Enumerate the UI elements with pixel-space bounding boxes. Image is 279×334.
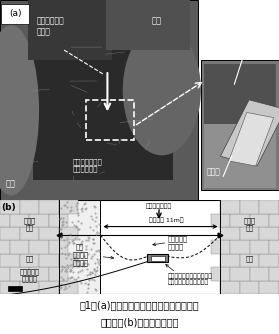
Text: (a): (a)	[9, 9, 21, 17]
Bar	[29, 267, 49, 281]
Text: 河道（幞 11m）: 河道（幞 11m）	[149, 217, 183, 223]
Bar	[20, 281, 39, 294]
Ellipse shape	[123, 25, 201, 155]
Bar	[20, 200, 39, 214]
Bar	[230, 240, 250, 254]
Bar	[220, 200, 279, 294]
Bar	[211, 240, 230, 254]
Bar	[147, 255, 168, 262]
Bar	[204, 118, 276, 188]
Bar	[39, 254, 59, 267]
Bar	[211, 267, 230, 281]
Text: センサー
ケーブル: センサー ケーブル	[73, 252, 89, 266]
Text: 金属板とステンレスチェー
ンで固定されたセンサー: 金属板とステンレスチェー ンで固定されたセンサー	[167, 273, 212, 286]
Bar	[0, 214, 10, 227]
Bar	[10, 214, 29, 227]
Bar	[250, 267, 269, 281]
Bar	[0, 0, 198, 200]
Bar	[220, 281, 240, 294]
Bar	[229, 113, 274, 166]
Bar	[59, 200, 78, 214]
Bar	[0, 281, 20, 294]
Bar	[259, 254, 279, 267]
Bar	[240, 254, 259, 267]
Bar	[49, 214, 68, 227]
Bar	[269, 214, 279, 227]
Bar	[220, 254, 240, 267]
Bar	[29, 214, 49, 227]
Bar	[49, 240, 68, 254]
Bar	[0, 267, 10, 281]
Bar	[220, 227, 240, 240]
Bar	[230, 267, 250, 281]
Bar	[59, 200, 100, 294]
Bar	[0, 227, 20, 240]
Bar	[100, 200, 220, 294]
Bar	[86, 100, 134, 140]
Text: 金属板に固定さ
れたセンサー: 金属板に固定さ れたセンサー	[73, 158, 102, 172]
Text: 樹幹に
固定: 樹幹に 固定	[23, 217, 35, 231]
Bar	[39, 200, 59, 214]
Text: 左岸: 左岸	[152, 16, 162, 25]
Bar	[259, 200, 279, 214]
Bar	[220, 200, 240, 214]
Bar	[10, 240, 29, 254]
Bar	[20, 227, 39, 240]
Text: 樹幹に
固定: 樹幹に 固定	[244, 217, 256, 231]
Bar	[59, 281, 78, 294]
Bar	[28, 0, 112, 60]
Ellipse shape	[0, 25, 39, 195]
Text: 図1　(a)最深河床部へのセンサー設置状況: 図1 (a)最深河床部へのセンサー設置状況	[80, 300, 199, 310]
Text: センサー: センサー	[251, 47, 270, 56]
Bar	[29, 240, 49, 254]
Text: 「川の流れ方向: 「川の流れ方向	[146, 203, 172, 209]
Text: 砂州: 砂州	[76, 244, 83, 250]
Bar	[204, 64, 276, 124]
Bar	[0, 240, 10, 254]
Bar	[8, 286, 22, 291]
Bar	[0, 200, 59, 294]
Bar	[0, 200, 20, 214]
Bar	[39, 281, 59, 294]
Text: 右岸: 右岸	[25, 255, 33, 262]
Bar	[1, 4, 29, 24]
Text: ステンレスチ
ェーン: ステンレスチ ェーン	[36, 17, 64, 36]
Text: 左岸: 左岸	[246, 255, 254, 262]
Text: 右岸: 右岸	[6, 179, 16, 188]
Bar	[211, 214, 230, 227]
Bar	[240, 281, 259, 294]
Bar	[59, 254, 78, 267]
Text: 金属板: 金属板	[206, 167, 220, 176]
Bar	[33, 20, 173, 180]
Text: データロガ
ーに接続: データロガ ーに接続	[19, 268, 39, 282]
Bar	[10, 267, 29, 281]
Bar	[259, 281, 279, 294]
Bar	[201, 60, 279, 190]
Bar	[151, 256, 165, 261]
Bar	[59, 227, 78, 240]
Bar	[0, 254, 20, 267]
Bar	[240, 200, 259, 214]
Bar	[269, 267, 279, 281]
Text: (b): (b)	[1, 203, 16, 212]
Bar	[240, 227, 259, 240]
Bar	[230, 214, 250, 227]
Bar	[250, 214, 269, 227]
Bar	[250, 240, 269, 254]
Bar	[20, 254, 39, 267]
Text: と、(b)その平面模式図: と、(b)その平面模式図	[100, 317, 179, 327]
Bar	[269, 240, 279, 254]
Text: ステンレス
チェーン: ステンレス チェーン	[167, 235, 187, 249]
Bar	[106, 0, 190, 50]
Bar	[39, 227, 59, 240]
Bar	[220, 100, 279, 166]
Bar	[259, 227, 279, 240]
Bar	[49, 267, 68, 281]
